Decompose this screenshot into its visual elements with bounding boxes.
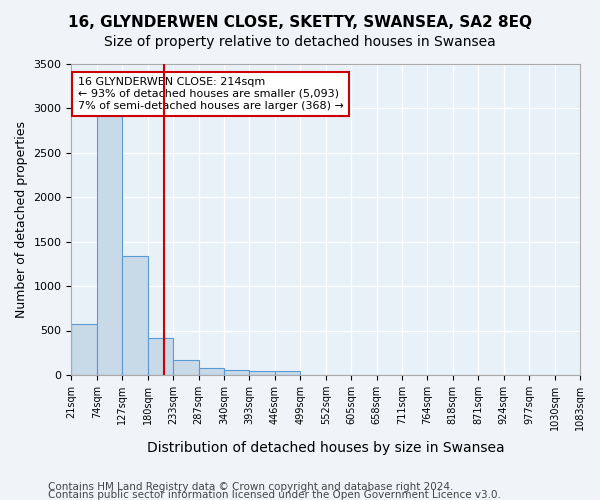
Text: 16 GLYNDERWEN CLOSE: 214sqm
← 93% of detached houses are smaller (5,093)
7% of s: 16 GLYNDERWEN CLOSE: 214sqm ← 93% of det… [78, 78, 344, 110]
Bar [122, 256, 148, 375]
Bar [224, 370, 250, 375]
Bar [275, 372, 300, 375]
X-axis label: Distribution of detached houses by size in Swansea: Distribution of detached houses by size … [147, 441, 505, 455]
Bar [173, 360, 199, 375]
Bar [97, 116, 122, 375]
Bar [148, 338, 173, 375]
Text: Contains public sector information licensed under the Open Government Licence v3: Contains public sector information licen… [48, 490, 501, 500]
Bar [71, 324, 97, 375]
Bar [199, 368, 224, 375]
Text: Contains HM Land Registry data © Crown copyright and database right 2024.: Contains HM Land Registry data © Crown c… [48, 482, 454, 492]
Bar [250, 371, 275, 375]
Text: Size of property relative to detached houses in Swansea: Size of property relative to detached ho… [104, 35, 496, 49]
Text: 16, GLYNDERWEN CLOSE, SKETTY, SWANSEA, SA2 8EQ: 16, GLYNDERWEN CLOSE, SKETTY, SWANSEA, S… [68, 15, 532, 30]
Y-axis label: Number of detached properties: Number of detached properties [15, 121, 28, 318]
